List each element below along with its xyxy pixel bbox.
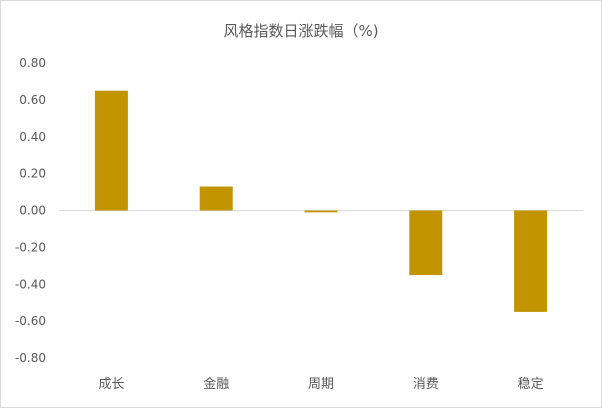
x-tick-label: 金融 — [203, 376, 229, 392]
x-tick-label: 成长 — [98, 377, 124, 392]
chart-title: 风格指数日涨跌幅（%) — [223, 22, 378, 40]
y-tick-label: 0.00 — [19, 204, 46, 218]
bar — [199, 186, 233, 211]
y-tick-label: 0.20 — [19, 167, 46, 181]
y-axis-tick-labels: 0.80 0.60 0.40 0.20 0.00 -0.20 -0.40 -0.60 -0.80 — [15, 56, 46, 365]
y-tick-label: -0.60 — [15, 314, 46, 328]
y-tick-label: -0.40 — [15, 277, 46, 291]
x-tick-label: 消费 — [413, 377, 439, 392]
x-tick-label: 稳定 — [518, 376, 544, 392]
y-tick-label: -0.80 — [15, 351, 46, 365]
bar — [514, 210, 548, 312]
bar — [409, 210, 443, 276]
y-tick-label: 0.40 — [19, 130, 46, 144]
x-tick-label: 周期 — [308, 377, 334, 392]
y-tick-label: 0.80 — [19, 56, 46, 70]
x-axis-category-labels: 成长 金融 周期 消费 稳定 — [98, 376, 543, 392]
bar — [304, 210, 338, 213]
y-tick-label: 0.60 — [19, 93, 46, 107]
y-tick-label: -0.20 — [15, 240, 46, 254]
bar — [94, 90, 128, 211]
bars — [94, 90, 548, 312]
